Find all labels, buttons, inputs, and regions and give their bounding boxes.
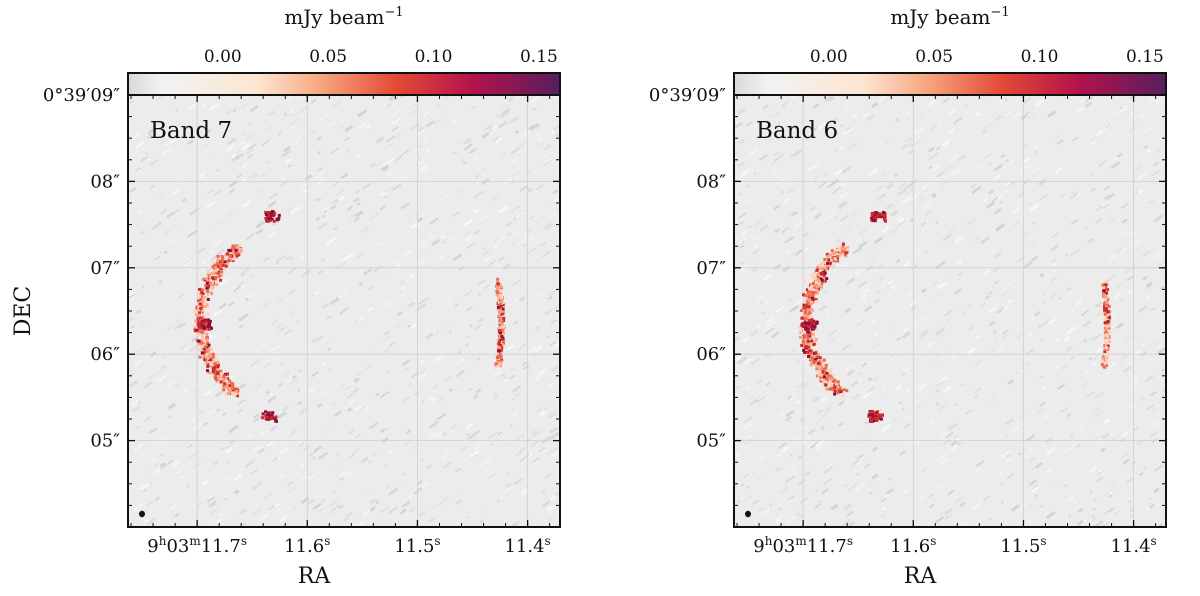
colorbar-tick-label: 0.00 bbox=[810, 47, 848, 67]
y-tick-label: 07″ bbox=[696, 258, 726, 279]
x-tick-label: 11.5s bbox=[394, 534, 440, 557]
y-tick-label: 0°39′09″ bbox=[649, 85, 726, 106]
noise-texture bbox=[734, 95, 1166, 527]
colorbar-tick-label: 0.15 bbox=[520, 47, 558, 67]
colorbar bbox=[127, 72, 561, 96]
x-tick-label: 11.6s bbox=[284, 534, 330, 557]
image-area bbox=[128, 95, 560, 527]
y-tick-label: 06″ bbox=[696, 344, 726, 365]
beam-ellipse bbox=[745, 510, 751, 518]
image-area bbox=[734, 95, 1166, 527]
panel-1: mJy beam−1 0.00 0.05 0.10 0.15 Band 7 0°39′09″… bbox=[11, 5, 561, 589]
y-tick-label: 05″ bbox=[696, 431, 726, 452]
emission-arcs bbox=[737, 98, 1123, 518]
x-tick-label: 9h03m11.7s bbox=[147, 534, 247, 557]
x-axis-label: RA bbox=[298, 564, 332, 589]
y-tick-label: 06″ bbox=[90, 344, 120, 365]
colorbar-label: mJy beam−1 bbox=[890, 5, 1009, 29]
colorbar-tick-label: 0.00 bbox=[204, 47, 242, 67]
x-tick-label: 11.4s bbox=[504, 534, 550, 557]
panel-2: mJy beam−1 0.00 0.05 0.10 0.15 Band 6 0°39′09″… bbox=[649, 5, 1167, 589]
emission-arcs bbox=[136, 107, 552, 525]
panel-label: Band 7 bbox=[150, 118, 232, 144]
colorbar bbox=[733, 72, 1167, 96]
colorbar-tick-label: 0.05 bbox=[915, 47, 953, 67]
y-axis-label: DEC bbox=[11, 286, 36, 337]
x-tick-label: 11.4s bbox=[1110, 534, 1156, 557]
y-tick-label: 07″ bbox=[90, 258, 120, 279]
y-tick-label: 08″ bbox=[696, 171, 726, 192]
y-tick-label: 08″ bbox=[90, 171, 120, 192]
panel-label: Band 6 bbox=[756, 118, 838, 144]
x-tick-label: 11.6s bbox=[890, 534, 936, 557]
colorbar-tick-label: 0.10 bbox=[415, 47, 453, 67]
colorbar-tick-label: 0.15 bbox=[1126, 47, 1164, 67]
x-axis-label: RA bbox=[904, 564, 938, 589]
colorbar-tick-label: 0.05 bbox=[309, 47, 347, 67]
x-tick-label: 9h03m11.7s bbox=[753, 534, 853, 557]
y-tick-label: 05″ bbox=[90, 431, 120, 452]
y-tick-label: 0°39′09″ bbox=[43, 85, 120, 106]
colorbar-label: mJy beam−1 bbox=[284, 5, 403, 29]
beam-ellipse bbox=[139, 510, 145, 518]
x-tick-label: 11.5s bbox=[1000, 534, 1046, 557]
colorbar-tick-label: 0.10 bbox=[1021, 47, 1059, 67]
